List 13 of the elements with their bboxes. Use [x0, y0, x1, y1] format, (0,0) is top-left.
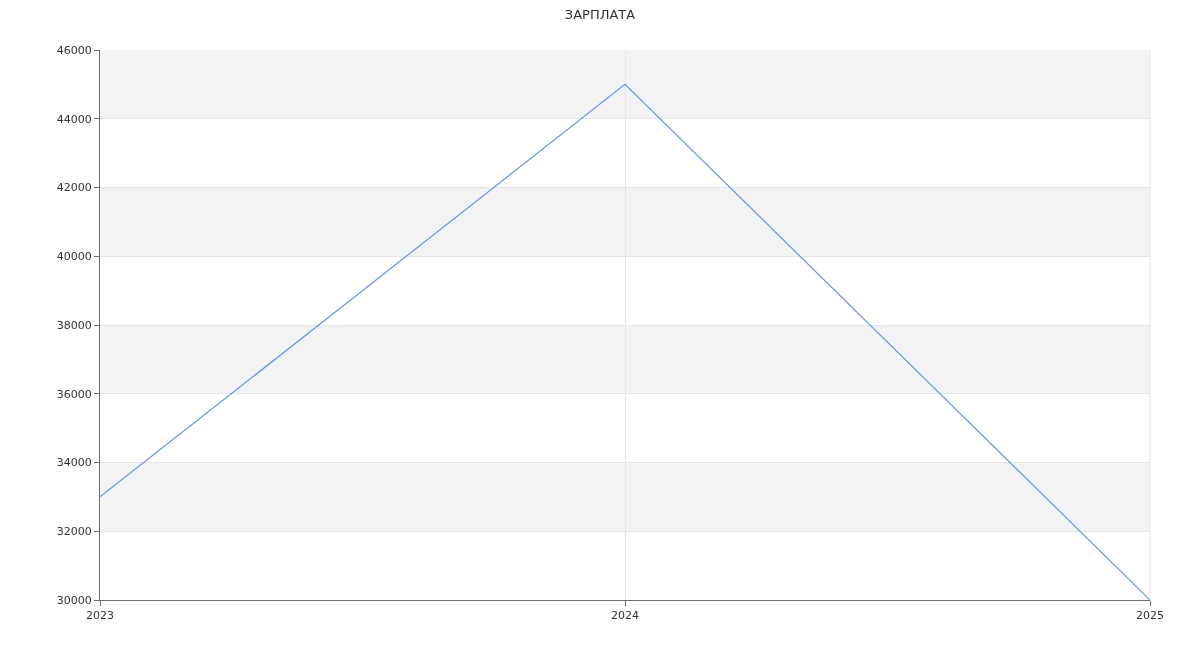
y-tick-label: 34000 [56, 456, 92, 470]
y-tick-label: 40000 [56, 250, 92, 264]
y-tick-label: 30000 [56, 593, 92, 607]
y-tick-label: 44000 [56, 112, 92, 126]
chart-title: ЗАРПЛАТА [564, 6, 636, 22]
x-tick-label: 2023 [86, 609, 114, 623]
x-tick-label: 2025 [1136, 609, 1164, 623]
y-tick-label: 42000 [56, 181, 92, 195]
y-tick-label: 38000 [56, 318, 92, 332]
y-tick-label: 32000 [56, 525, 92, 539]
y-tick-label: 46000 [56, 43, 92, 57]
y-tick-label: 36000 [56, 387, 92, 401]
x-tick-label: 2024 [611, 609, 639, 623]
